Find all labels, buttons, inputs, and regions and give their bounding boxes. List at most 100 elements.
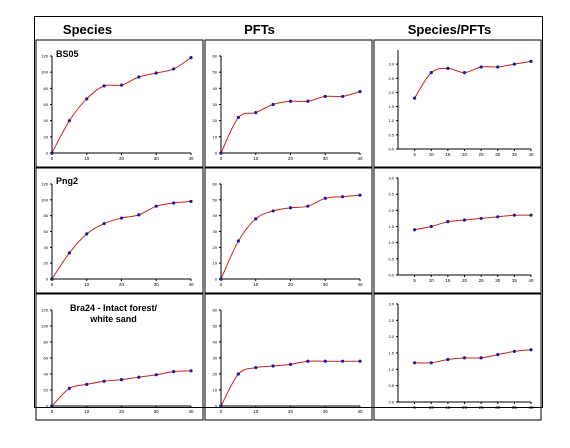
chart-r0c2-xtick-label: 35 [512, 152, 518, 157]
chart-r0c2-xtick-label: 30 [495, 152, 501, 157]
chart-r1c1-ytick-label: 10 [213, 261, 218, 266]
chart-r2c1-series-line [220, 360, 360, 407]
header-species-pfts: Species/PFTs [407, 22, 492, 37]
chart-r0c2-ytick-label: 1.5 [388, 104, 394, 109]
chart-r0c1-xtick-label: 20 [288, 156, 294, 161]
chart-r2c2-data-point [462, 356, 467, 360]
chart-r1c2-xtick-label: 30 [495, 278, 501, 283]
chart-r1c2-xtick-label: 35 [512, 278, 518, 283]
chart-r1c1-xtick-label: 30 [323, 282, 329, 287]
chart-r1c2-ytick-label: 1.5 [388, 224, 394, 229]
chart-r0c0-xtick-label: 20 [119, 156, 125, 161]
chart-r2c1-ytick-label: 30 [213, 356, 218, 361]
chart-r0c0-data-point [50, 151, 54, 155]
chart-r1c2-ytick-label: 1.0 [388, 240, 394, 245]
chart-r1c1-data-point [323, 196, 327, 200]
chart-r2c2-xtick-label: 5 [413, 405, 416, 410]
chart-r2c2-data-point [446, 357, 450, 362]
chart-r1c1-ytick-label: 20 [213, 245, 218, 250]
chart-r2c0-data-point [172, 370, 176, 374]
chart-r2c0-xtick-label: 10 [84, 409, 90, 414]
chart-r2c2-xtick-label: 30 [495, 405, 501, 410]
chart-r2c1-data-point [306, 359, 310, 363]
chart-r0c1-data-point [306, 99, 310, 103]
header-species: Species [62, 22, 113, 37]
chart-r2c2-data-point [429, 361, 433, 365]
chart-r2c0-ytick-label: 0 [46, 404, 49, 409]
chart-r1c2-ytick-label: 0.5 [388, 256, 394, 261]
chart-r1c1-xtick-label: 10 [253, 282, 259, 287]
chart-r2c1-ytick-label: 0 [215, 404, 218, 409]
chart-r1c1-data-point [358, 193, 362, 197]
chart-r0c0-ytick-label: 100 [41, 70, 48, 75]
panel-border [373, 293, 542, 421]
chart-r1c2-ytick-label: 2.5 [388, 192, 394, 197]
chart-r2c1-data-point [288, 362, 293, 366]
chart-r0c2-xtick-label: 5 [413, 152, 416, 157]
chart-r1c2-data-point [446, 220, 450, 224]
chart-r0c1-ytick-label: 20 [213, 118, 218, 123]
chart-r1c0-xtick-label: 10 [84, 282, 90, 287]
chart-r0c1-data-point [341, 94, 345, 99]
chart-r2c2-data-point [479, 356, 483, 360]
chart-r2c2-data-point [529, 348, 533, 352]
chart-r0c1-data-point [236, 115, 240, 120]
chart-r1c2-ytick-label: 3.0 [388, 176, 394, 181]
chart-r0c0-xtick-label: 40 [188, 156, 194, 161]
chart-r0c0-data-point [189, 56, 193, 60]
chart-r1c2-xtick-label: 40 [528, 278, 534, 283]
chart-r2c2-ytick-label: 1.0 [388, 367, 394, 372]
chart-r2c0-ytick-label: 120 [41, 308, 48, 313]
panel-border [204, 293, 373, 421]
chart-r2c2-ytick-label: 3.0 [388, 302, 394, 307]
chart-r1c0-ytick-label: 120 [41, 182, 48, 187]
chart-r1c1-xtick-label: 20 [288, 282, 294, 287]
panel-border [373, 39, 542, 168]
chart-r0c0-ytick-label: 80 [44, 86, 49, 91]
chart-r1c0-ytick-label: 80 [44, 213, 49, 218]
chart-r0c2-ytick-label: 0.5 [388, 132, 394, 137]
chart-r2c0-data-point [154, 373, 158, 377]
chart-r0c1-data-point [358, 89, 362, 94]
chart-r2c0-data-point [67, 386, 71, 390]
chart-r2c1-data-point [254, 366, 258, 370]
chart-r2c2-ytick-label: 0.0 [388, 400, 394, 405]
chart-r2c0-ytick-label: 60 [44, 356, 49, 361]
chart-r0c1-ytick-label: 0 [215, 151, 218, 156]
chart-r1c2-data-point [413, 228, 417, 232]
panel-border [35, 167, 204, 294]
chart-r2c0-xtick-label: 20 [119, 409, 125, 414]
chart-r1c2-data-point [512, 213, 516, 217]
site-label-bs05: BS05 [56, 49, 79, 59]
chart-r2c1-ytick-label: 20 [213, 372, 218, 377]
chart-r0c2-xtick-label: 25 [479, 152, 485, 157]
chart-r0c0-xtick-label: 0 [51, 156, 54, 161]
panel-border [373, 167, 542, 294]
chart-r2c1-xtick-label: 30 [323, 409, 329, 414]
chart-r2c1-xtick-label: 10 [253, 409, 259, 414]
chart-r0c2-series-line [414, 60, 532, 99]
chart-r2c1-data-point [323, 359, 327, 363]
panel-border [35, 293, 204, 421]
chart-r2c0-data-point [137, 375, 141, 379]
chart-r1c1-ytick-label: 50 [213, 197, 218, 202]
chart-r1c2-data-point [462, 218, 467, 222]
chart-r0c2-ytick-label: 0.0 [388, 147, 394, 152]
chart-r1c2-xtick-label: 15 [445, 278, 451, 283]
chart-r1c2-xtick-label: 10 [429, 278, 435, 283]
chart-r2c0-data-point [189, 369, 193, 373]
chart-r0c1-data-point [254, 110, 258, 115]
chart-r2c0-data-point [119, 378, 124, 382]
chart-r0c2-ytick-label: 3.0 [388, 62, 394, 67]
chart-r1c1-data-point [306, 204, 310, 208]
chart-r0c0-data-point [172, 67, 176, 71]
chart-r2c0-ytick-label: 100 [41, 324, 48, 329]
chart-r2c2-ytick-label: 2.5 [388, 318, 394, 323]
chart-r1c0-data-point [102, 221, 106, 226]
chart-r2c1-ytick-label: 40 [213, 340, 218, 345]
panel-border [35, 39, 204, 168]
chart-r2c2-xtick-label: 35 [512, 405, 518, 410]
chart-r0c1-data-point [288, 99, 293, 103]
chart-r1c2-data-point [529, 213, 533, 217]
